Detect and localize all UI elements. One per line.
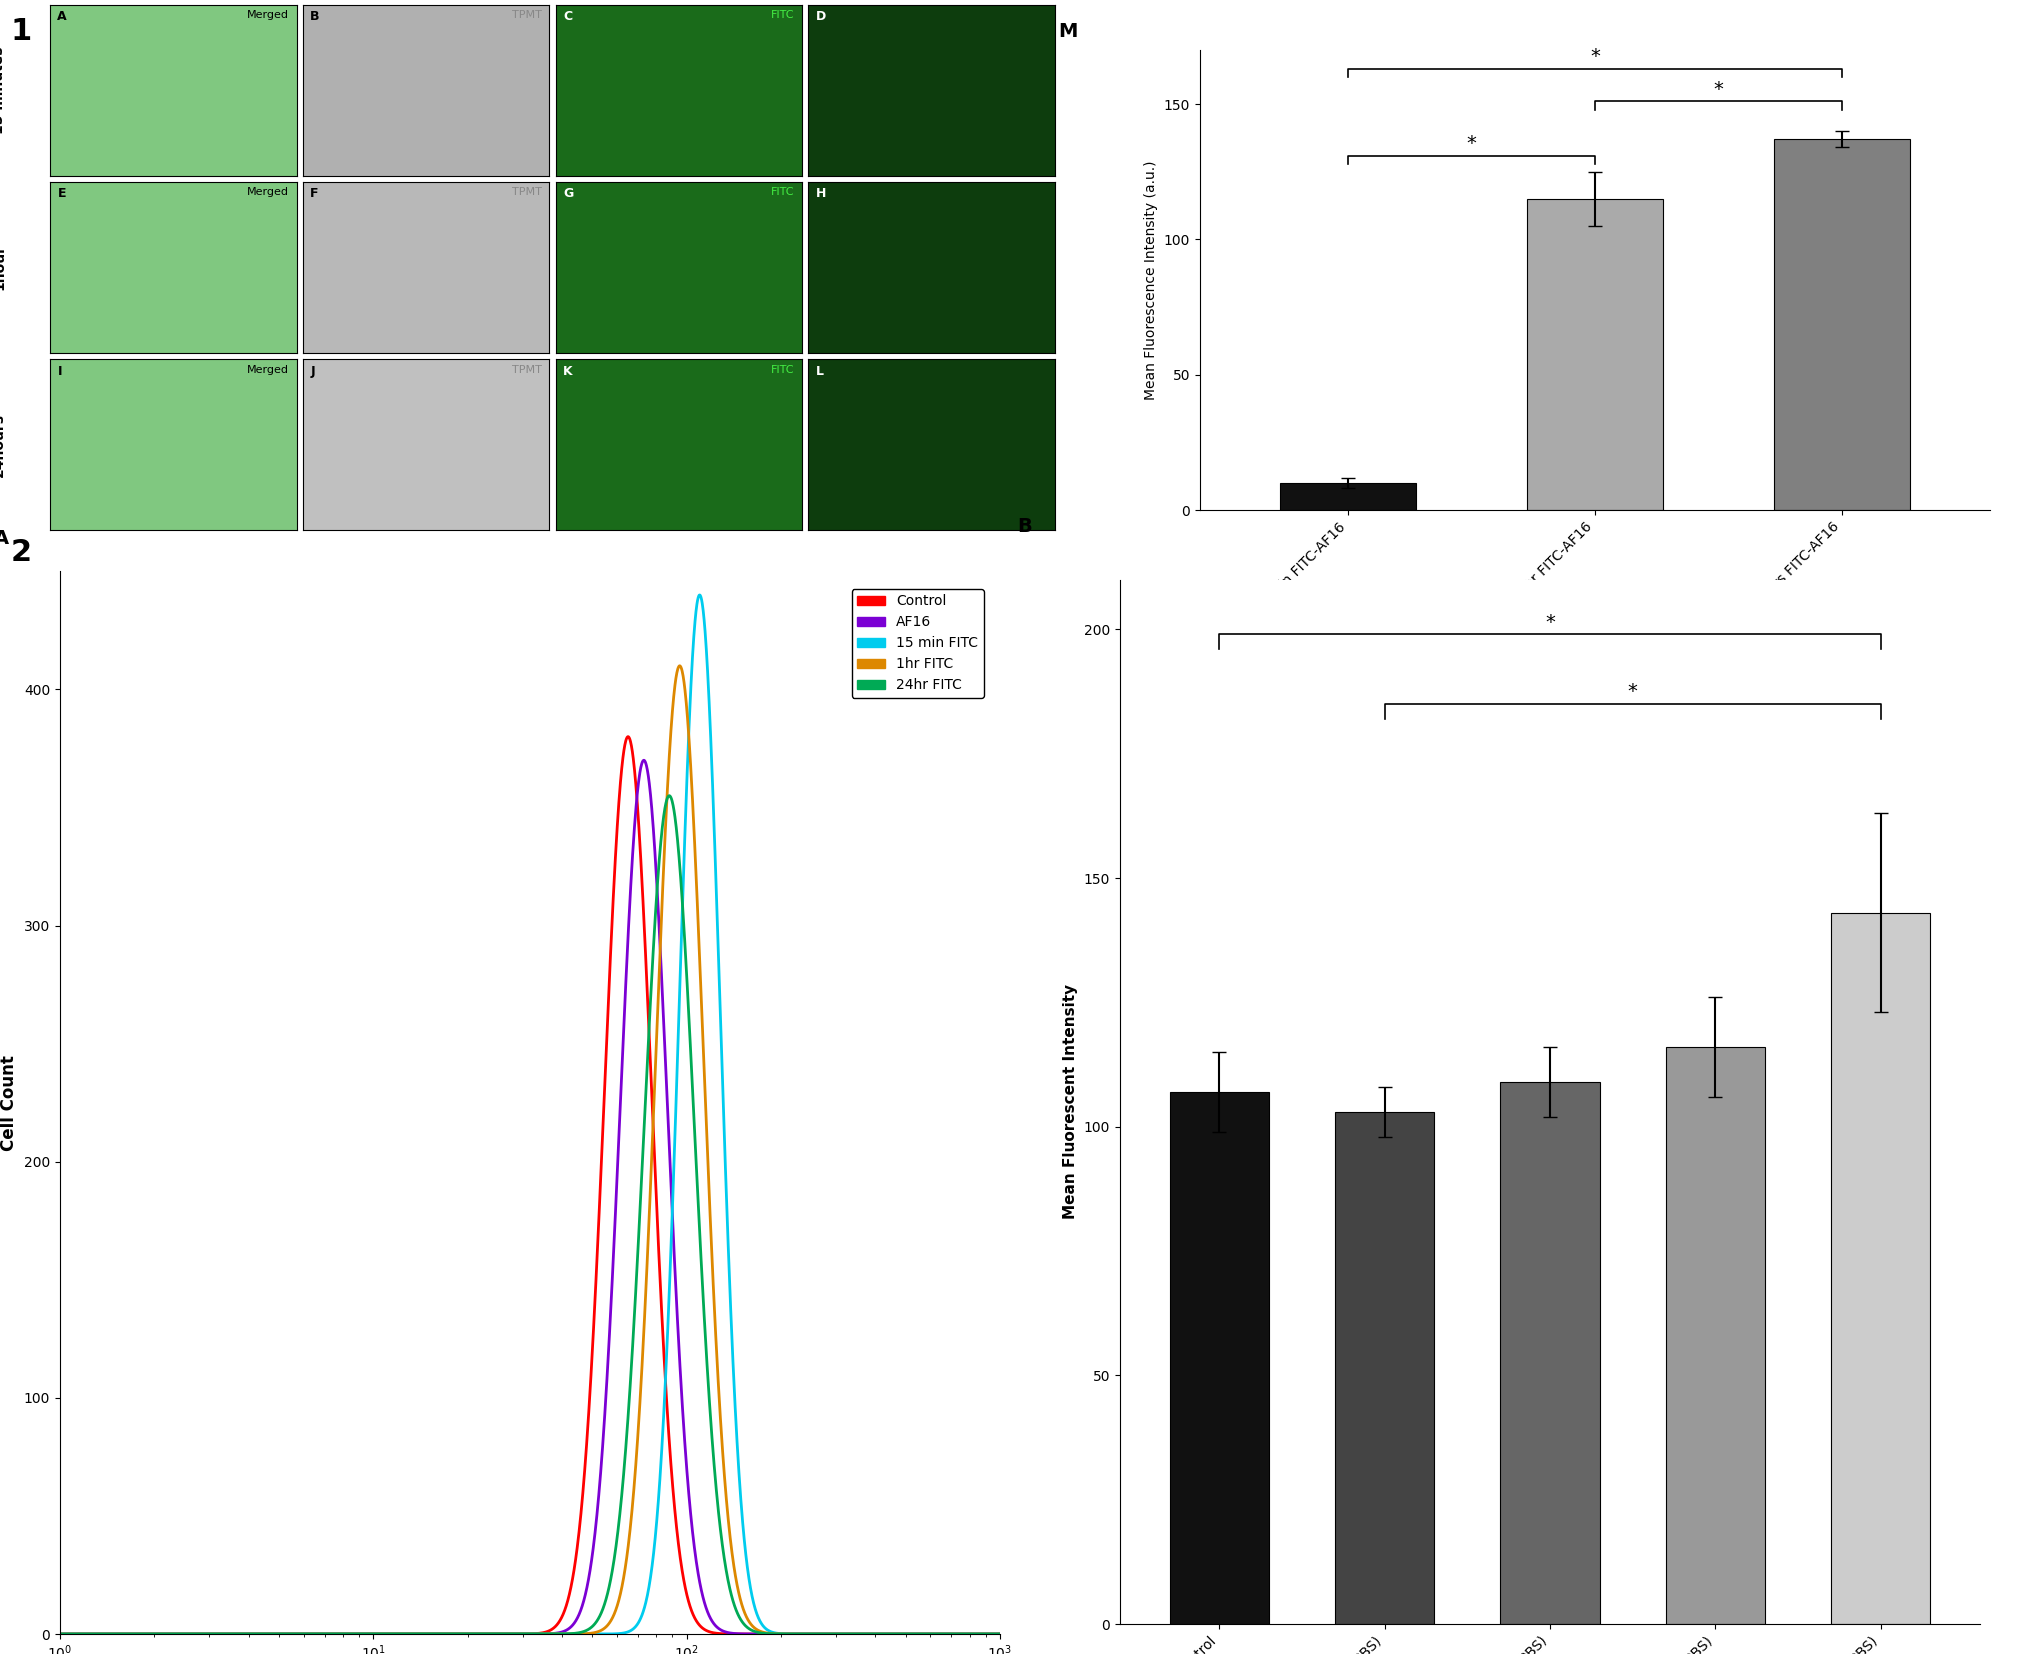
15 min FITC [970,1624,995,1644]
Control [449,1624,473,1644]
Line: AF16: AF16 [61,761,1001,1634]
Text: Merged: Merged [248,187,290,197]
1hr FITC [970,1624,995,1644]
Text: 1: 1 [10,17,30,46]
Text: K: K [562,364,572,377]
24hr FITC [869,1624,893,1644]
Control [211,1624,235,1644]
AF16 [211,1624,235,1644]
AF16 [970,1624,995,1644]
Y-axis label: Mean Fluorescent Intensity: Mean Fluorescent Intensity [1064,984,1078,1219]
Control [989,1624,1013,1644]
24hr FITC [154,1624,179,1644]
Text: B: B [1017,518,1031,536]
Text: J: J [311,364,315,377]
1hr FITC [408,1624,432,1644]
Text: A: A [0,529,10,547]
15 min FITC [688,586,713,605]
15 min FITC [49,1624,73,1644]
Text: *: * [1628,683,1638,701]
Text: F: F [311,187,319,200]
15 min FITC [154,1624,179,1644]
1hr FITC [449,1624,473,1644]
24hr FITC [658,786,682,805]
Control [408,1624,432,1644]
Y-axis label: Cell Count: Cell Count [0,1055,18,1151]
Text: Merged: Merged [248,10,290,20]
24hr FITC [970,1624,995,1644]
1hr FITC [211,1624,235,1644]
Text: FITC: FITC [771,10,796,20]
Text: H: H [816,187,826,200]
Bar [1169,1092,1269,1624]
Text: 24hours: 24hours [0,414,6,476]
Text: *: * [1466,134,1476,152]
Text: FITC: FITC [771,364,796,374]
AF16 [49,1624,73,1644]
AF16 [449,1624,473,1644]
Text: A: A [57,10,67,23]
1hr FITC [668,657,692,676]
Line: 1hr FITC: 1hr FITC [61,667,1001,1634]
15 min FITC [211,1624,235,1644]
Control [970,1624,995,1644]
15 min FITC [989,1624,1013,1644]
Line: 24hr FITC: 24hr FITC [61,796,1001,1634]
24hr FITC [449,1624,473,1644]
15 min FITC [408,1624,432,1644]
Text: 1hour: 1hour [0,245,6,291]
Text: 2: 2 [10,538,30,567]
Text: TPMT: TPMT [512,364,542,374]
Text: D: D [816,10,826,23]
Text: FITC: FITC [771,187,796,197]
24hr FITC [211,1624,235,1644]
Line: 15 min FITC: 15 min FITC [61,595,1001,1634]
24hr FITC [408,1624,432,1644]
Text: *: * [1589,48,1600,66]
Control [869,1624,893,1644]
Bar [1667,1047,1764,1624]
Text: 15 minutes: 15 minutes [0,46,6,134]
Text: L: L [816,364,824,377]
Control [49,1624,73,1644]
Text: *: * [1545,614,1555,632]
Bar [1831,913,1931,1624]
Bar [1500,1082,1600,1624]
AF16 [989,1624,1013,1644]
Text: G: G [562,187,572,200]
Text: M: M [1058,23,1078,41]
Text: Merged: Merged [248,364,290,374]
15 min FITC [449,1624,473,1644]
Control [154,1624,179,1644]
Bar [1336,1111,1435,1624]
Text: TPMT: TPMT [512,187,542,197]
15 min FITC [869,1624,893,1644]
AF16 [154,1624,179,1644]
Y-axis label: Mean Fluorescence Intensity (a.u.): Mean Fluorescence Intensity (a.u.) [1145,160,1159,400]
Bar [1774,139,1910,509]
Control [615,726,639,746]
24hr FITC [989,1624,1013,1644]
24hr FITC [49,1624,73,1644]
Legend: Control, AF16, 15 min FITC, 1hr FITC, 24hr FITC: Control, AF16, 15 min FITC, 1hr FITC, 24… [853,589,985,698]
Text: B: B [311,10,319,23]
Bar [1281,483,1417,509]
1hr FITC [989,1624,1013,1644]
Text: I: I [57,364,61,377]
Bar [1527,198,1663,509]
1hr FITC [869,1624,893,1644]
Line: Control: Control [61,736,1001,1634]
Text: E: E [57,187,65,200]
AF16 [631,751,656,771]
Text: TPMT: TPMT [512,10,542,20]
1hr FITC [154,1624,179,1644]
Text: C: C [562,10,572,23]
AF16 [408,1624,432,1644]
AF16 [869,1624,893,1644]
1hr FITC [49,1624,73,1644]
Text: *: * [1713,79,1723,99]
